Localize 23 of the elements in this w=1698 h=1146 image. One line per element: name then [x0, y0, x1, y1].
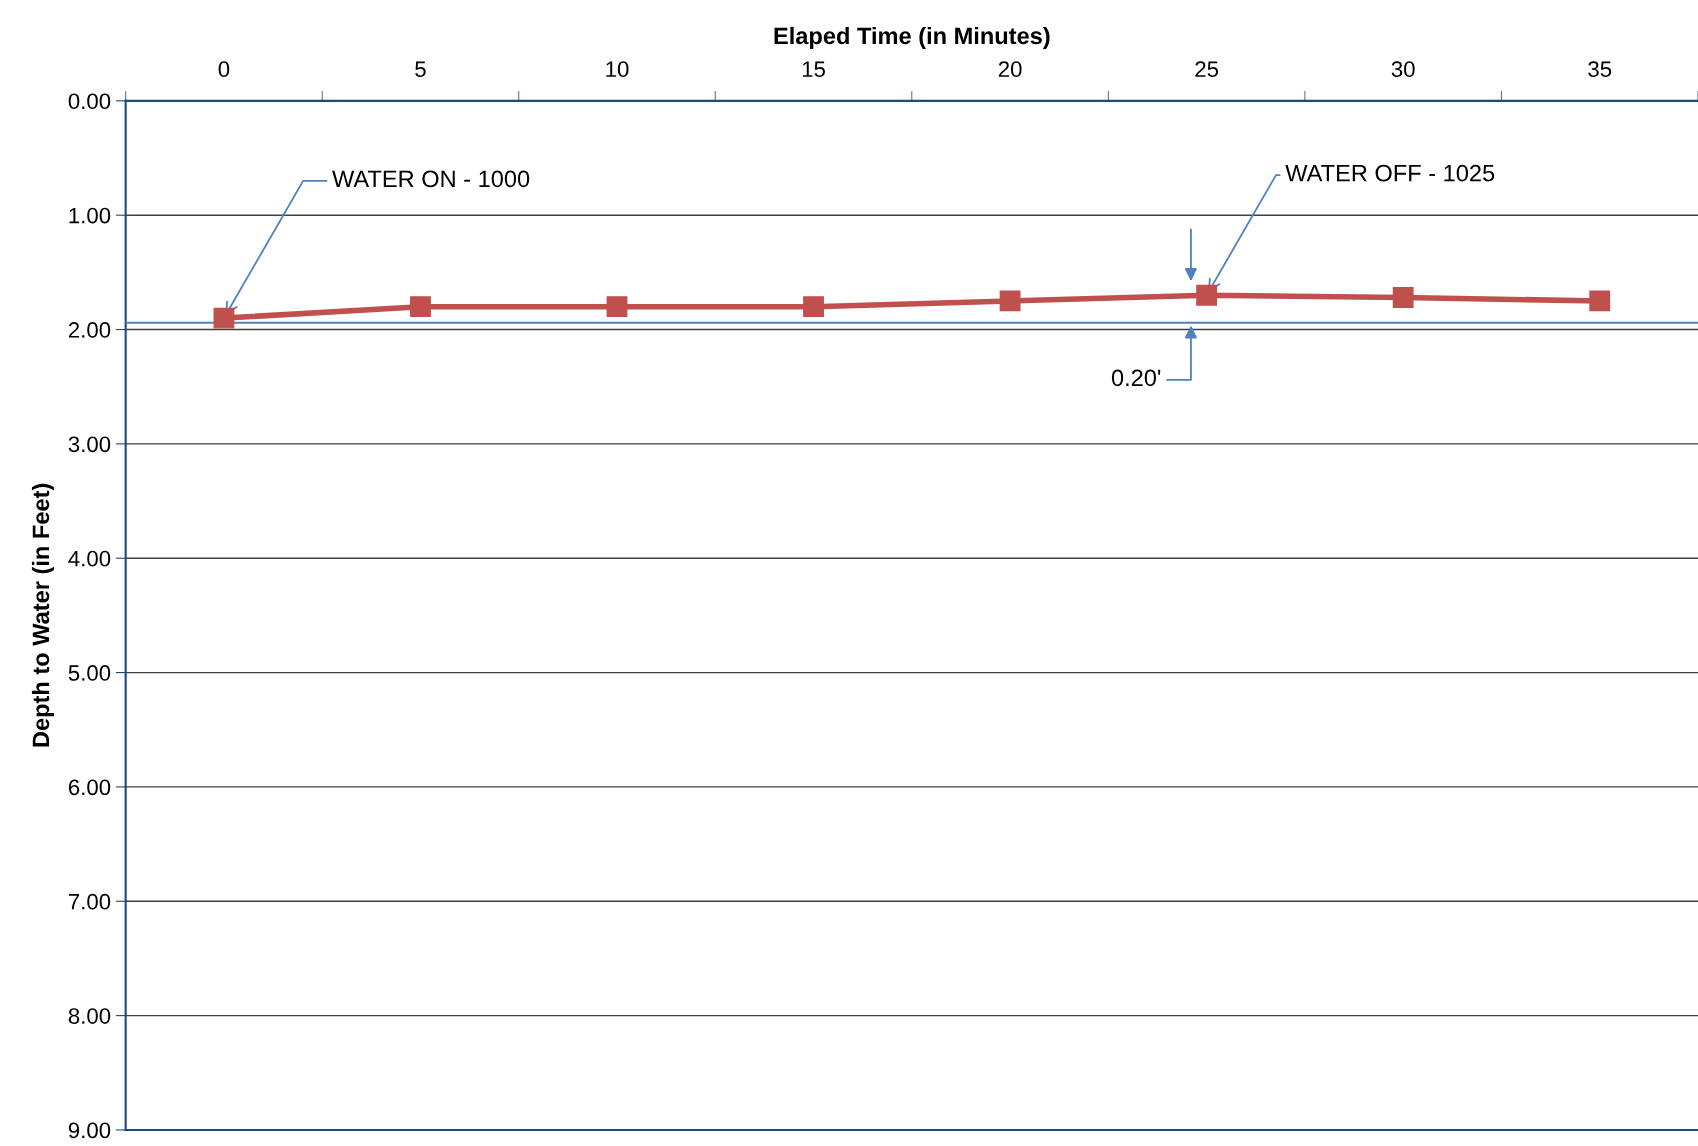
- y-tick-label: 4.00: [68, 550, 111, 567]
- y-tick-label: 5.00: [68, 665, 111, 681]
- y-tick-label: 3.00: [68, 436, 111, 453]
- x-tick-label: 20: [998, 61, 1022, 78]
- y-tick-label: 6.00: [68, 779, 111, 796]
- y-tick-label: 1.00: [69, 207, 111, 224]
- x-tick-label: 5: [415, 61, 426, 78]
- y-tick-label: 7.00: [68, 893, 111, 910]
- x-tick-label: 10: [606, 61, 629, 78]
- x-tick-label: 25: [1195, 61, 1219, 78]
- y-tick-label: 0.00: [68, 93, 111, 110]
- x-tick-label: 15: [802, 61, 825, 78]
- annotation: 0.20': [1111, 369, 1161, 387]
- y-tick-label: 9.00: [68, 1122, 111, 1139]
- annotation: WATER ON - 1000: [332, 170, 530, 188]
- x-tick-label: 30: [1391, 61, 1415, 78]
- annotation: WATER OFF - 1025: [1285, 164, 1495, 182]
- x-axis-title: Elaped Time (in Minutes): [774, 26, 1050, 49]
- y-tick-label: 8.00: [68, 1008, 111, 1024]
- y-axis-title: Depth to Water (in Feet): [31, 483, 54, 747]
- x-tick-label: 0: [218, 61, 230, 78]
- y-tick-label: 2.00: [68, 322, 111, 338]
- x-tick-label: 35: [1588, 61, 1612, 78]
